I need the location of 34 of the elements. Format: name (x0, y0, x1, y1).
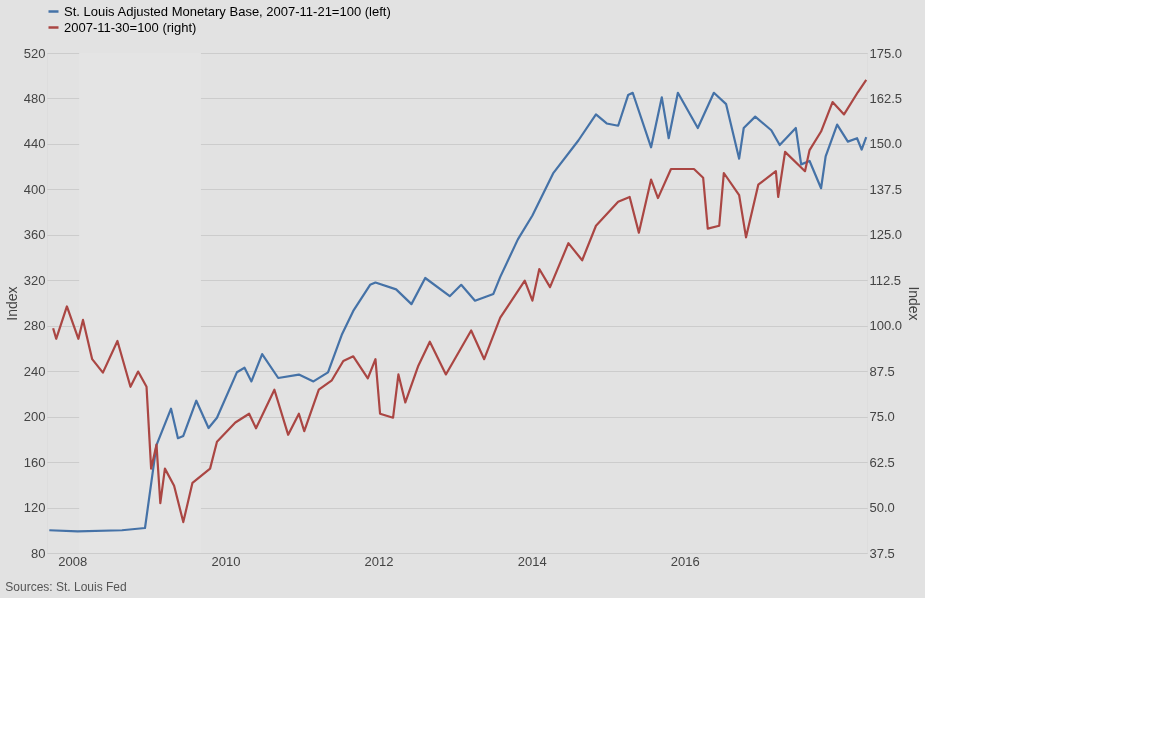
y-tick-label: 400 (23, 181, 46, 197)
y2-tick-label: 50.0 (869, 500, 895, 516)
y2-tick-label: 137.5 (869, 181, 903, 197)
x-tick-label: 2014 (517, 553, 547, 569)
legend-label: 2007-11-30=100 (right) (64, 19, 197, 35)
y2-tick-label: 125.0 (869, 227, 903, 243)
legend-label: St. Louis Adjusted Monetary Base, 2007-11-21=100 (left) (64, 3, 391, 19)
y2-tick-label: 112.5 (869, 272, 902, 288)
y-tick-label: 80 (31, 545, 46, 561)
y2-tick-label: 87.5 (869, 363, 895, 379)
y-tick-label: 360 (23, 227, 46, 243)
x-tick-label: 2016 (670, 553, 700, 569)
y2-tick-label: 62.5 (869, 454, 895, 470)
y-tick-label: 480 (23, 90, 46, 106)
y2-tick-label: 162.5 (869, 90, 903, 106)
x-tick-label: 2008 (58, 553, 88, 569)
y2-tick-label: 100.0 (869, 318, 903, 334)
x-tick-label: 2012 (364, 553, 394, 569)
y2-tick-label: 150.0 (869, 136, 903, 152)
y2-tick-label: 37.5 (869, 545, 895, 561)
y-tick-label: 240 (23, 363, 46, 379)
y-tick-label: 320 (23, 272, 46, 288)
y2-axis-title: Index (906, 286, 923, 321)
y2-tick-label: 175.0 (869, 45, 903, 61)
y-tick-label: 520 (23, 45, 46, 61)
y-axis-title: Index (3, 286, 20, 321)
y2-tick-label: 75.0 (869, 409, 895, 425)
y-tick-label: 160 (23, 454, 46, 470)
x-tick-label: 2010 (211, 553, 241, 569)
y-tick-label: 200 (23, 409, 46, 425)
y-tick-label: 120 (23, 500, 46, 516)
y-tick-label: 440 (23, 136, 46, 152)
source-note: Sources: St. Louis Fed (5, 580, 127, 594)
y-tick-label: 280 (23, 318, 46, 334)
